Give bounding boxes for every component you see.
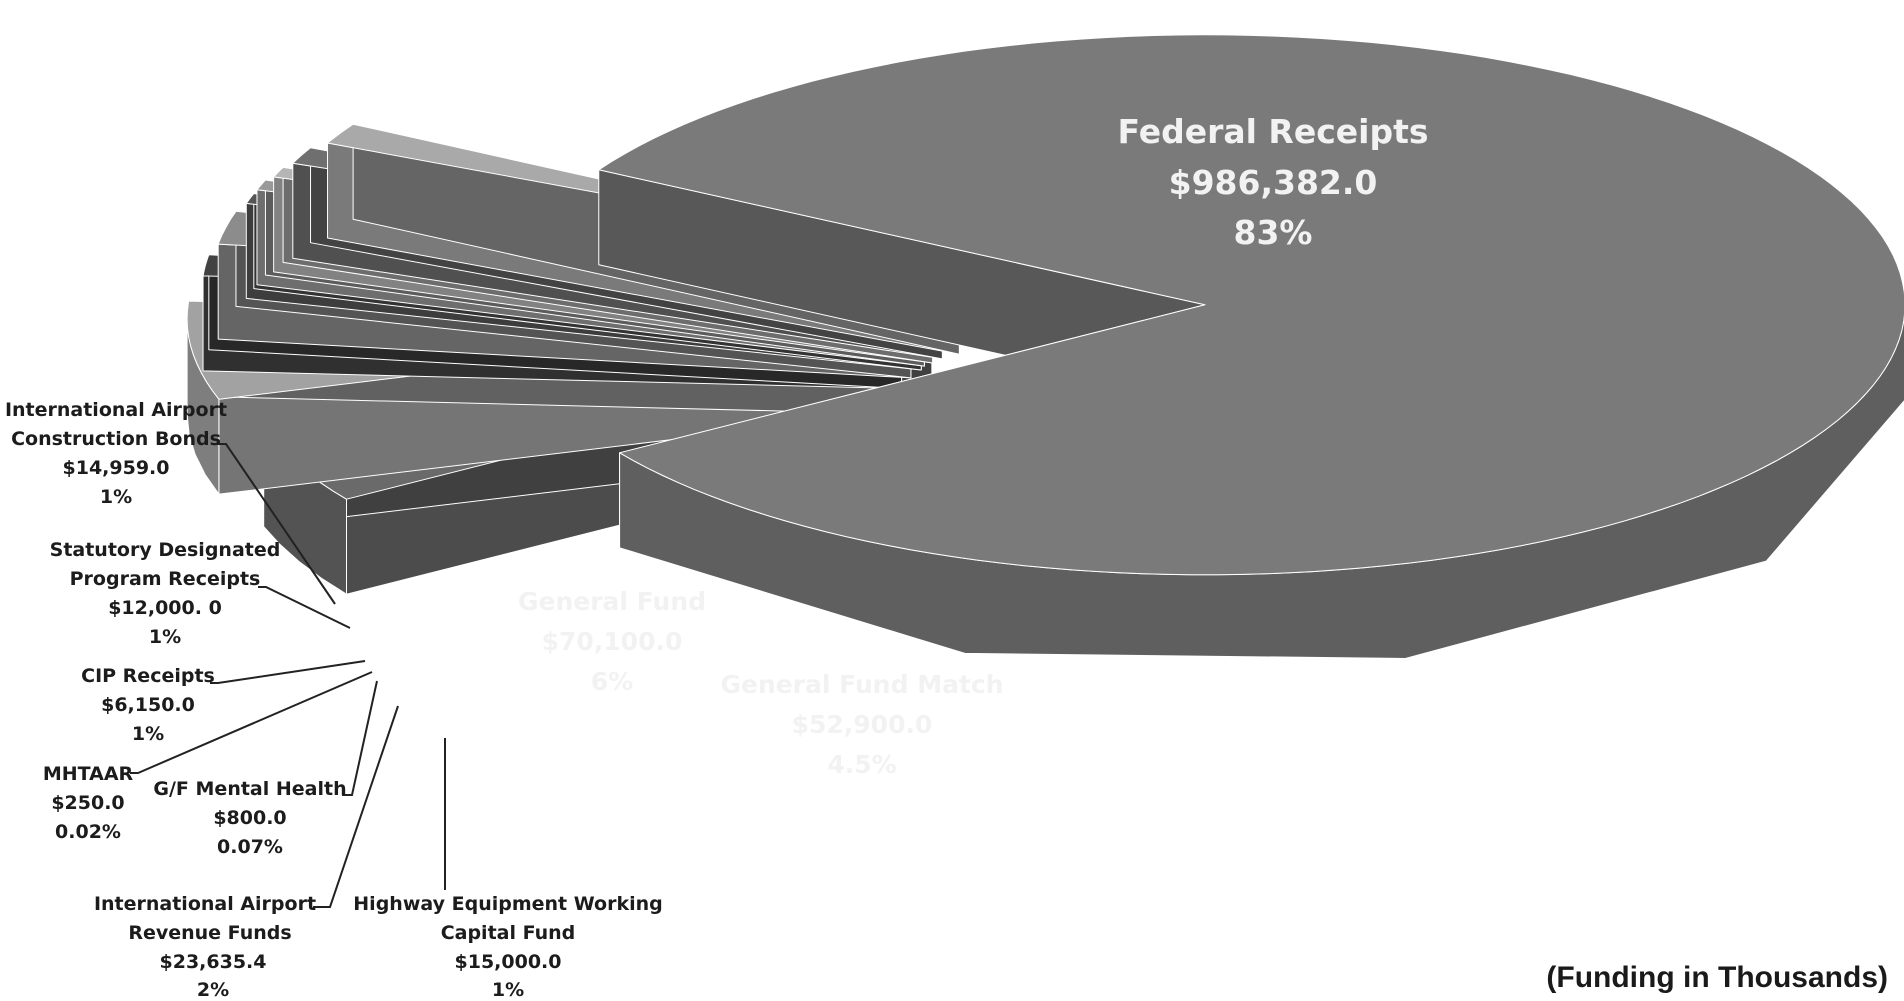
label-cip-name: CIP Receipts bbox=[81, 665, 215, 687]
label-mhtaar: MHTAAR $250.0 0.02% bbox=[43, 763, 134, 843]
label-hewcf: Highway Equipment Working Capital Fund $… bbox=[353, 893, 662, 1001]
label-gf-value: $70,100.0 bbox=[542, 627, 683, 656]
label-iarf-percent: 2% bbox=[197, 979, 229, 1001]
label-sdpr-percent: 1% bbox=[149, 626, 181, 648]
label-gf-mental-health: G/F Mental Health $800.0 0.07% bbox=[153, 778, 346, 858]
label-iarf-name-1: International Airport bbox=[94, 893, 316, 915]
leader-line-iacb bbox=[218, 443, 336, 605]
label-sdpr-name-2: Program Receipts bbox=[70, 568, 261, 590]
label-gfmh-name: G/F Mental Health bbox=[153, 778, 346, 800]
label-mhtaar-name: MHTAAR bbox=[43, 763, 134, 785]
label-iacb: International Airport Construction Bonds… bbox=[5, 399, 227, 508]
label-iarf-name-2: Revenue Funds bbox=[128, 922, 291, 944]
leader-line-cip bbox=[210, 660, 366, 684]
label-hewcf-value: $15,000.0 bbox=[455, 951, 562, 973]
pie-slices bbox=[186, 34, 1904, 659]
label-iacb-name-2: Construction Bonds bbox=[11, 428, 221, 450]
label-iarf-value: $23,635.4 bbox=[160, 951, 267, 973]
label-gf-percent: 6% bbox=[591, 667, 633, 696]
label-federal-percent: 83% bbox=[1234, 213, 1313, 252]
label-hewcf-percent: 1% bbox=[492, 979, 524, 1001]
label-hewcf-name-2: Capital Fund bbox=[441, 922, 576, 944]
label-sdpr-name-1: Statutory Designated bbox=[50, 539, 281, 561]
label-iacb-name-1: International Airport bbox=[5, 399, 227, 421]
label-hewcf-name-1: Highway Equipment Working bbox=[353, 893, 662, 915]
label-gfmh-value: $800.0 bbox=[213, 807, 286, 829]
label-iarf: International Airport Revenue Funds $23,… bbox=[94, 893, 316, 1001]
label-mhtaar-percent: 0.02% bbox=[55, 821, 121, 843]
label-general-fund: General Fund $70,100.0 6% bbox=[518, 587, 706, 696]
leader-line-gfmh bbox=[342, 680, 378, 796]
leader-lines bbox=[130, 443, 446, 908]
label-gfmh-percent: 0.07% bbox=[217, 836, 283, 858]
label-cip: CIP Receipts $6,150.0 1% bbox=[81, 665, 215, 745]
label-gfm-value: $52,900.0 bbox=[792, 710, 933, 739]
label-cip-percent: 1% bbox=[132, 723, 164, 745]
label-iacb-percent: 1% bbox=[100, 486, 132, 508]
label-gfm-percent: 4.5% bbox=[827, 750, 896, 779]
label-iacb-value: $14,959.0 bbox=[63, 457, 170, 479]
label-cip-value: $6,150.0 bbox=[101, 694, 195, 716]
label-mhtaar-value: $250.0 bbox=[51, 792, 124, 814]
label-federal-name: Federal Receipts bbox=[1117, 112, 1428, 151]
label-federal-receipts: Federal Receipts $986,382.0 83% bbox=[1117, 112, 1428, 252]
label-gf-name: General Fund bbox=[518, 587, 706, 616]
slice-federal-receipts bbox=[598, 34, 1904, 576]
leader-line-mhtaar bbox=[130, 671, 373, 774]
label-sdpr: Statutory Designated Program Receipts $1… bbox=[50, 539, 281, 648]
label-gfm-name: General Fund Match bbox=[720, 670, 1003, 699]
label-general-fund-match: General Fund Match $52,900.0 4.5% bbox=[720, 670, 1003, 779]
funding-note: (Funding in Thousands) bbox=[1546, 961, 1888, 994]
label-sdpr-value: $12,000. 0 bbox=[108, 597, 222, 619]
label-federal-value: $986,382.0 bbox=[1169, 163, 1378, 202]
leader-line-iarf bbox=[313, 705, 399, 908]
leader-line-sdpr bbox=[258, 586, 351, 629]
